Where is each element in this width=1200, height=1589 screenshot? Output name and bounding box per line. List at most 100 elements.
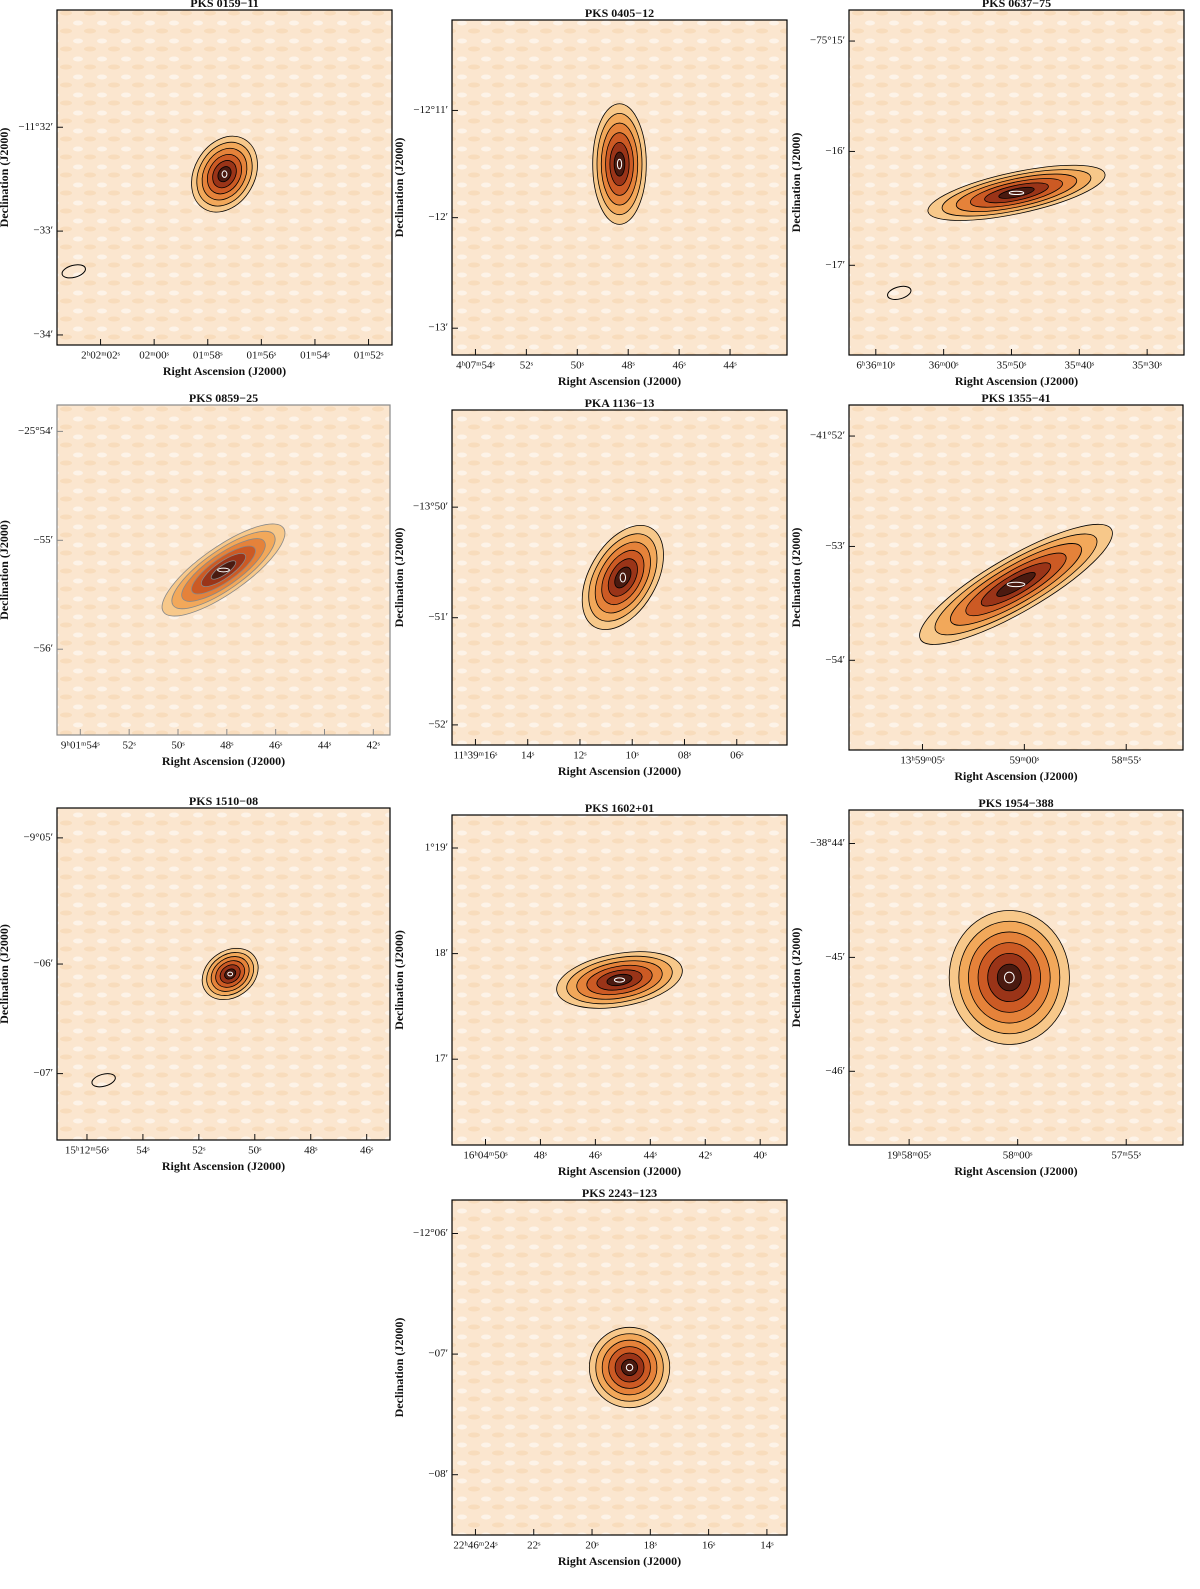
panel: PKS 1355−41 13ʰ59ᵐ05ˢ 59ᵐ00ˢ 58ᵐ55ˢ −41°52′ −… xyxy=(789,391,1184,783)
peak-contour xyxy=(616,158,623,170)
panel: PKA 1136−13 11ʰ39ᵐ16ˢ 14ˢ 12ˢ 10ˢ 08ˢ 06ˢ −13°5… xyxy=(392,396,788,778)
peak-contour xyxy=(1008,190,1025,196)
x-tick-label: 48ˢ xyxy=(220,740,234,752)
x-tick-label: 15ʰ12ᵐ56ˢ xyxy=(65,1145,110,1157)
y-tick-label: −75°15′ xyxy=(810,35,845,47)
x-tick-label: 14ˢ xyxy=(760,1540,774,1552)
x-axis-label: Right Ascension (J2000) xyxy=(954,769,1077,783)
y-tick-label: −46′ xyxy=(825,1065,845,1077)
beam xyxy=(61,264,86,279)
y-tick-label: −13°50′ xyxy=(413,501,448,513)
frame xyxy=(848,809,1184,1146)
x-tick-label: 18ˢ xyxy=(644,1540,658,1552)
x-tick-label: 44ˢ xyxy=(318,740,332,752)
frame xyxy=(451,1199,788,1536)
y-tick-label: −53′ xyxy=(825,540,845,552)
source-contour xyxy=(224,968,237,980)
peak-contour xyxy=(613,977,626,983)
x-tick-label: 46ˢ xyxy=(672,360,686,372)
x-tick-label: 10ˢ xyxy=(626,750,640,762)
source-contour xyxy=(614,566,632,589)
frame xyxy=(451,19,788,356)
x-axis-label: Right Ascension (J2000) xyxy=(558,1164,681,1178)
x-tick-label: 11ʰ39ᵐ16ˢ xyxy=(454,750,499,762)
x-tick-label: 48ˢ xyxy=(534,1150,548,1162)
frame xyxy=(848,9,1185,356)
x-tick-label: 46ˢ xyxy=(269,740,283,752)
source-contour xyxy=(210,560,237,580)
y-axis-label: Declination (J2000) xyxy=(392,930,406,1030)
panel-title: PKA 1136−13 xyxy=(585,396,655,410)
x-tick-label: 6ʰ36ᵐ10ˢ xyxy=(856,360,895,372)
y-axis-label: Declination (J2000) xyxy=(392,138,406,238)
y-axis-label: Declination (J2000) xyxy=(392,1318,406,1418)
panel-title: PKS 0637−75 xyxy=(982,0,1051,10)
panel-title: PKS 2243−123 xyxy=(582,1186,657,1200)
panel: PKS 0405−12 4ʰ07ᵐ54ˢ 52ˢ 50ˢ 48ˢ 46ˢ 44ˢ −12°11… xyxy=(392,6,788,388)
source-contour xyxy=(217,166,232,183)
peak-contour xyxy=(619,572,627,583)
y-axis-label: Declination (J2000) xyxy=(0,520,11,620)
y-tick-label: −41°52′ xyxy=(810,430,845,442)
panel: PKS 1510−08 15ʰ12ᵐ56ˢ 54ˢ 52ˢ 50ˢ 48ˢ 46ˢ −9°05… xyxy=(0,794,391,1173)
y-axis-label: Declination (J2000) xyxy=(0,924,11,1024)
y-tick-label: −45′ xyxy=(825,951,845,963)
panel-title: PKS 1510−08 xyxy=(189,794,258,808)
beam xyxy=(91,1073,116,1088)
x-tick-label: 14ˢ xyxy=(521,750,535,762)
y-tick-label: −12°06′ xyxy=(413,1227,448,1239)
x-tick-label: 58ᵐ55ˢ xyxy=(1111,755,1141,767)
y-tick-label: −55′ xyxy=(33,534,53,546)
source-contour xyxy=(996,571,1036,597)
y-axis-label: Declination (J2000) xyxy=(789,528,803,628)
peak-contour xyxy=(227,971,234,977)
beam xyxy=(887,285,912,300)
x-tick-label: 22ʰ46ᵐ24ˢ xyxy=(453,1540,498,1552)
x-tick-label: 12ˢ xyxy=(573,750,587,762)
x-tick-label: 54ˢ xyxy=(136,1145,150,1157)
y-tick-label: −08′ xyxy=(428,1468,448,1480)
source-contour xyxy=(998,186,1035,199)
x-tick-label: 44ˢ xyxy=(644,1150,658,1162)
x-tick-label: 01ᵐ54ˢ xyxy=(300,350,330,362)
panel-title: PKS 0859−25 xyxy=(189,391,258,405)
x-tick-label: 20ˢ xyxy=(585,1540,599,1552)
x-tick-label: 13ʰ59ᵐ05ˢ xyxy=(900,755,945,767)
x-tick-label: 58ᵐ00ˢ xyxy=(1003,1150,1033,1162)
panel-title: PKS 1954−388 xyxy=(978,796,1053,810)
x-tick-label: 46ˢ xyxy=(589,1150,603,1162)
y-tick-label: −25°54′ xyxy=(18,425,53,437)
panel-title: PKS 1602+01 xyxy=(585,801,654,815)
source-contour xyxy=(621,1359,638,1376)
panel: PKS 1954−388 19ʰ58ᵐ05ˢ 58ᵐ00ˢ 57ᵐ55ˢ −38°44′… xyxy=(789,796,1184,1178)
y-tick-label: −11°32′ xyxy=(18,121,53,133)
frame xyxy=(56,404,391,736)
y-tick-label: −12°11′ xyxy=(413,104,448,116)
x-tick-label: 4ʰ07ᵐ54ˢ xyxy=(456,360,495,372)
y-axis-label: Declination (J2000) xyxy=(0,128,11,228)
peak-contour xyxy=(221,170,228,178)
frame xyxy=(848,404,1184,751)
x-tick-label: 57ᵐ55ˢ xyxy=(1111,1150,1141,1162)
x-tick-label: 59ᵐ00ˢ xyxy=(1009,755,1039,767)
peak-contour xyxy=(217,567,230,573)
source-contour xyxy=(606,973,633,987)
x-tick-label: 35ᵐ30ˢ xyxy=(1132,360,1162,372)
y-tick-label: −34′ xyxy=(33,328,53,340)
x-tick-label: 44ˢ xyxy=(723,360,737,372)
x-tick-label: 48ˢ xyxy=(622,360,636,372)
x-tick-label: 52ˢ xyxy=(122,740,136,752)
frame xyxy=(56,807,391,1141)
panel: PKS 0859−25 9ʰ01ᵐ54ˢ 52ˢ 50ˢ 48ˢ 46ˢ 44ˢ 42ˢ −25… xyxy=(0,391,391,768)
x-tick-label: 9ʰ01ᵐ54ˢ xyxy=(61,740,100,752)
x-tick-label: 42ˢ xyxy=(367,740,381,752)
x-axis-label: Right Ascension (J2000) xyxy=(163,364,286,378)
x-axis-label: Right Ascension (J2000) xyxy=(162,1159,285,1173)
panel-title: PKS 0405−12 xyxy=(585,6,654,20)
x-axis-label: Right Ascension (J2000) xyxy=(558,764,681,778)
x-axis-label: Right Ascension (J2000) xyxy=(162,754,285,768)
panel: PKS 0159−11 2ʰ02ᵐ02ˢ 02ᵐ00ˢ 01ᵐ58ˢ 01ᵐ56ˢ 01ᵐ… xyxy=(0,0,393,378)
frame xyxy=(451,409,788,746)
